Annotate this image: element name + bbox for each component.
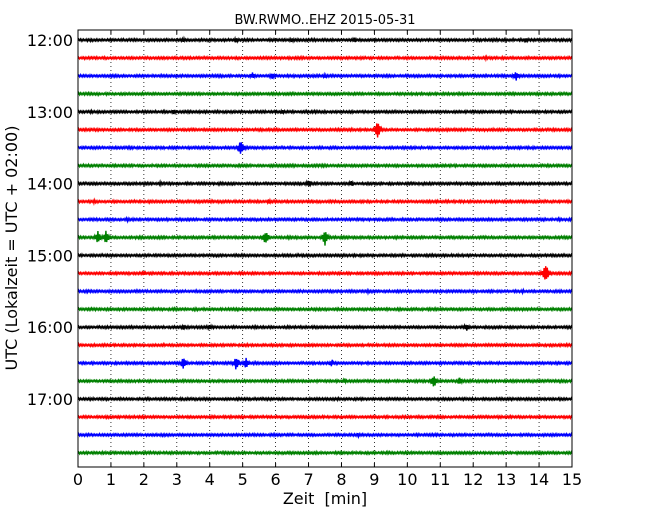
seismogram-trace [77,108,573,116]
seismogram-trace [77,287,573,296]
seismogram-trace [77,431,573,440]
y-tick-label: 16:00 [27,318,73,337]
seismogram-trace [77,35,573,44]
seismogram-trace [77,266,573,280]
seismogram-trace [77,376,573,387]
y-tick-label: 15:00 [27,246,73,265]
chart-title: BW.RWMO..EHZ 2015-05-31 [234,13,415,28]
seismogram-trace [77,54,573,63]
seismogram-trace [77,252,573,259]
x-tick-label: 2 [139,470,149,489]
x-tick-label: 7 [303,470,313,489]
y-tick-label: 13:00 [27,103,73,122]
seismogram-trace [77,341,573,349]
x-tick-label: 10 [397,470,417,489]
seismogram-trace [77,142,573,154]
x-axis-label: Zeit [min] [283,489,367,508]
tick-layer: 0 1 2 3 4 5 6 7 8 9 10 11 12 13 14 1512:0013:0014:0015:… [27,30,582,489]
seismogram-trace [77,215,573,224]
x-tick-label: 6 [271,470,281,489]
seismogram-trace [77,413,573,421]
x-tick-label: 9 [369,470,379,489]
seismogram-trace [77,162,573,170]
seismogram-trace [77,305,573,313]
seismogram-trace [77,90,573,98]
grid-layer [110,30,540,467]
seismogram-trace [77,123,573,138]
seismogram-trace [77,449,573,456]
seismogram-trace [77,230,573,246]
seismogram-trace [77,357,573,370]
x-tick-label: 15 [562,470,582,489]
x-tick-label: 0 [73,470,83,489]
y-axis-label: UTC (Lokalzeit = UTC + 02:00) [2,126,21,371]
y-tick-label: 17:00 [27,390,73,409]
y-tick-label: 14:00 [27,175,73,194]
seismogram-trace [77,71,573,81]
seismogram-trace [77,197,573,206]
y-tick-label: 12:00 [27,31,73,50]
seismogram-trace [77,322,573,332]
x-tick-label: 14 [529,470,549,489]
x-tick-label: 8 [336,470,346,489]
x-tick-label: 12 [463,470,483,489]
plot-frame [77,29,573,468]
x-tick-label: 4 [205,470,215,489]
seismogram-trace [77,179,573,188]
x-tick-label: 1 [106,470,116,489]
trace-layer [77,35,573,456]
x-tick-label: 3 [172,470,182,489]
x-tick-label: 13 [496,470,516,489]
seismogram-trace [77,395,573,403]
x-tick-label: 5 [238,470,248,489]
x-tick-label: 11 [430,470,450,489]
